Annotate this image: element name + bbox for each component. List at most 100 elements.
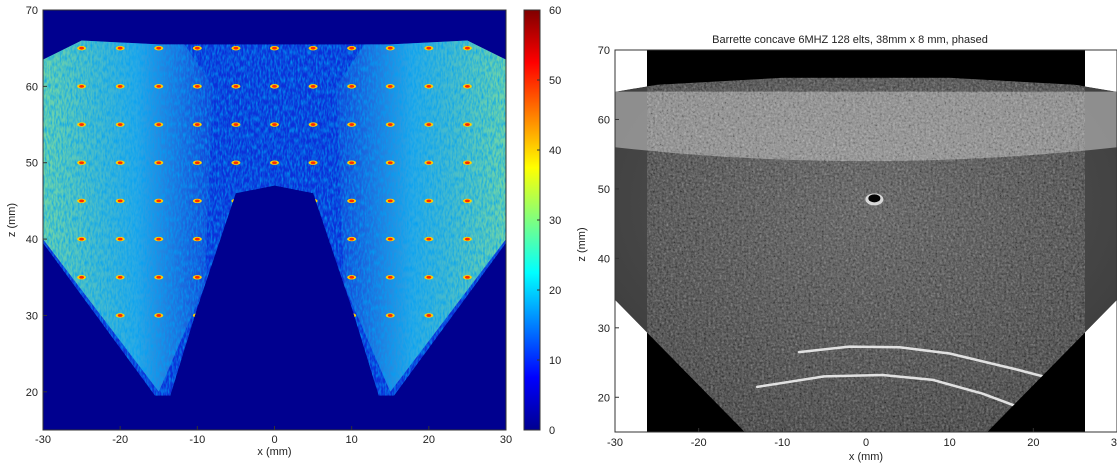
x-tick-label: 30 xyxy=(1111,437,1117,449)
reflector-arc xyxy=(755,373,1035,414)
left-axes: -30 -20 -10 0 10 20 30 20 30 40 50 60 70 xyxy=(26,5,512,446)
point-target xyxy=(79,199,84,203)
point-target xyxy=(387,84,393,88)
point-target xyxy=(465,275,470,279)
y-tick-label: 40 xyxy=(598,253,610,265)
point-target xyxy=(465,237,470,241)
point-target xyxy=(387,314,393,317)
y-tick-label: 60 xyxy=(26,81,38,93)
point-target xyxy=(156,123,162,126)
point-target xyxy=(194,161,200,165)
point-target xyxy=(465,161,470,165)
point-target xyxy=(156,275,162,279)
reflector-arc xyxy=(797,345,1077,387)
point-target xyxy=(349,237,355,241)
y-tick-label: 60 xyxy=(598,114,610,126)
point-target xyxy=(465,199,470,203)
point-target xyxy=(349,199,355,203)
speckle-texture xyxy=(647,77,1085,432)
right-chart-title: Barrette concave 6MHZ 128 elts, 38mm x 8… xyxy=(712,34,988,46)
x-tick-label: -20 xyxy=(112,434,128,446)
point-target xyxy=(426,237,432,241)
point-target xyxy=(156,199,162,203)
colorbar-tick-label: 0 xyxy=(549,425,555,437)
point-target xyxy=(387,46,393,50)
point-target xyxy=(426,161,432,165)
colorbar-tick-label: 10 xyxy=(549,355,561,367)
x-tick-label: -20 xyxy=(691,437,707,449)
y-tick-label: 20 xyxy=(598,392,610,404)
right-x-axis-label: x (mm) xyxy=(849,451,883,463)
x-tick-label: -30 xyxy=(607,437,623,449)
left-x-axis-label: x (mm) xyxy=(257,446,291,458)
point-target xyxy=(387,275,393,279)
point-target xyxy=(117,123,123,126)
point-target xyxy=(310,123,316,126)
ultrasound-field xyxy=(615,77,1117,433)
point-target xyxy=(117,46,123,50)
y-tick-label: 70 xyxy=(598,45,610,57)
point-target xyxy=(426,275,432,279)
x-tick-label: 0 xyxy=(271,434,277,446)
point-target xyxy=(272,123,277,126)
point-target xyxy=(194,237,200,241)
point-target xyxy=(117,237,123,241)
x-tick-label: 0 xyxy=(863,437,869,449)
point-target xyxy=(117,275,123,279)
x-tick-label: 20 xyxy=(423,434,435,446)
point-target xyxy=(156,46,162,50)
point-target xyxy=(117,84,123,88)
colorbar-tick-label: 60 xyxy=(549,5,561,17)
left-y-axis-label: z (mm) xyxy=(6,203,18,237)
colorbar-tick-label: 50 xyxy=(549,75,561,87)
x-tick-label: 10 xyxy=(346,434,358,446)
y-tick-label: 70 xyxy=(26,5,38,17)
right-panel: Barrette concave 6MHZ 128 elts, 38mm x 8… xyxy=(576,34,1117,463)
right-axes: -30 -20 -10 0 10 20 30 20 30 40 50 60 70 xyxy=(598,45,1117,449)
point-target xyxy=(387,199,393,203)
point-target xyxy=(387,237,393,241)
point-target xyxy=(233,46,239,50)
point-target xyxy=(349,123,355,126)
colorbar-tick-label: 20 xyxy=(549,285,561,297)
point-target xyxy=(79,46,84,50)
x-tick-label: -10 xyxy=(189,434,205,446)
point-target xyxy=(310,46,316,50)
x-tick-label: 30 xyxy=(500,434,512,446)
colorbar: 0 10 20 30 40 50 60 xyxy=(523,5,561,437)
point-target xyxy=(387,123,393,126)
point-target xyxy=(310,161,316,165)
x-tick-label: -10 xyxy=(774,437,790,449)
point-target xyxy=(233,161,239,165)
left-panel: -30 -20 -10 0 10 20 30 20 30 40 50 60 70 x (mm) z (m… xyxy=(6,5,561,458)
point-target xyxy=(79,123,84,126)
x-tick-label: 10 xyxy=(944,437,956,449)
cyst xyxy=(868,194,881,203)
point-target xyxy=(349,161,355,165)
y-tick-label: 50 xyxy=(26,158,38,170)
point-target xyxy=(426,123,432,126)
point-target xyxy=(465,123,470,126)
point-target xyxy=(194,275,200,279)
point-target xyxy=(310,84,316,88)
colorbar-tick-label: 30 xyxy=(549,215,561,227)
point-target xyxy=(194,199,200,203)
point-target xyxy=(349,84,355,88)
point-target xyxy=(349,275,355,279)
point-target xyxy=(426,46,432,50)
point-target xyxy=(426,314,432,317)
point-target xyxy=(79,84,84,88)
point-target xyxy=(194,46,200,50)
point-target xyxy=(387,161,393,165)
x-tick-label: -30 xyxy=(35,434,51,446)
point-target xyxy=(465,84,470,88)
point-target xyxy=(156,161,162,165)
x-tick-label: 20 xyxy=(1027,437,1039,449)
point-target xyxy=(272,161,277,165)
point-target xyxy=(272,84,277,88)
point-target xyxy=(117,314,123,317)
point-target xyxy=(272,46,277,50)
point-target xyxy=(426,84,432,88)
point-target xyxy=(426,199,432,203)
